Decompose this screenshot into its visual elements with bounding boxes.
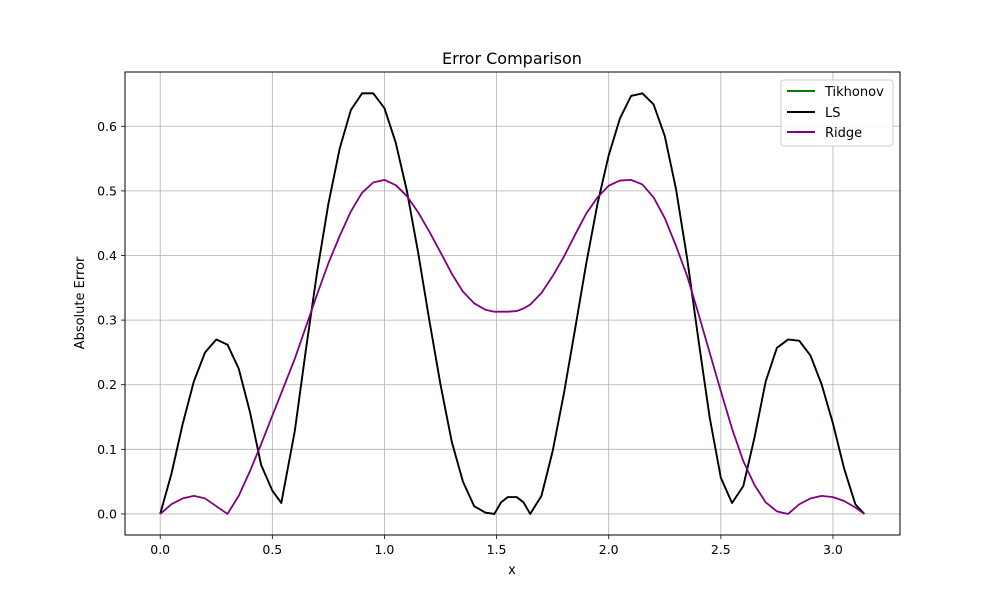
x-tick-label: 2.5 (711, 542, 731, 557)
x-tick-label: 3.0 (823, 542, 843, 557)
x-tick-label: 0.5 (262, 542, 282, 557)
legend-label-tikhonov: Tikhonov (824, 85, 884, 100)
legend-label-ridge: Ridge (825, 126, 862, 141)
x-tick-label: 0.0 (150, 542, 170, 557)
axis-ticks: 0.0 0.5 1.0 1.5 2.0 2.5 3.0 0.0 0.1 0.2 0.3 0.4 0.5 0… (97, 119, 843, 557)
x-axis-label: x (508, 563, 516, 578)
legend-label-ls: LS (825, 106, 841, 121)
plot-frame (124, 71, 901, 536)
grid (125, 72, 900, 535)
series-lines (159, 92, 866, 515)
y-tick-label: 0.1 (97, 442, 117, 457)
legend: Tikhonov LS Ridge (780, 79, 894, 147)
legend-box (780, 79, 894, 147)
y-tick-label: 0.4 (97, 248, 117, 263)
x-tick-label: 1.0 (375, 542, 395, 557)
chart-title: Error Comparison (442, 49, 582, 68)
y-tick-label: 0.2 (97, 377, 117, 392)
y-tick-label: 0.0 (97, 506, 117, 521)
series-line-ls (159, 92, 866, 515)
y-tick-label: 0.6 (97, 119, 117, 134)
y-tick-label: 0.3 (97, 313, 117, 328)
y-axis-label: Absolute Error (73, 256, 88, 349)
x-tick-label: 2.0 (599, 542, 619, 557)
series-line-ridge (159, 178, 865, 515)
y-tick-label: 0.5 (97, 183, 117, 198)
x-tick-label: 1.5 (487, 542, 507, 557)
